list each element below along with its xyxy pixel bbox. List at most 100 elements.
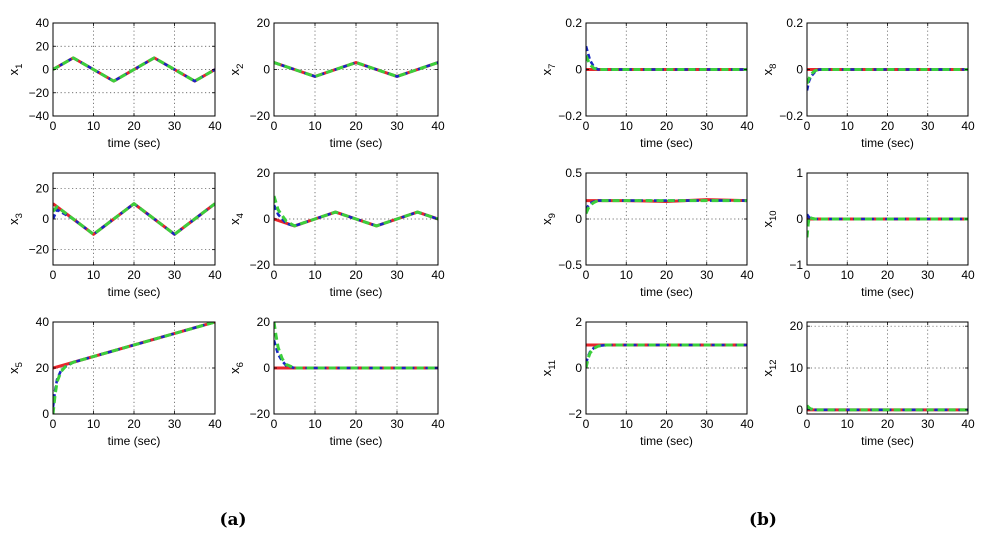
y-axis-label: x5 bbox=[6, 362, 25, 374]
y-axis-label: x4 bbox=[227, 213, 246, 225]
x-axis-label: time (sec) bbox=[330, 434, 383, 448]
series-group bbox=[586, 343, 747, 369]
series-group bbox=[586, 198, 747, 215]
x-axis-label: time (sec) bbox=[861, 136, 914, 150]
x-axis-label: time (sec) bbox=[861, 434, 914, 448]
series-line-green bbox=[807, 68, 968, 85]
x-axis-label: time (sec) bbox=[108, 136, 161, 150]
y-tick-label: 20 bbox=[36, 361, 50, 375]
y-tick-label: 40 bbox=[36, 16, 50, 30]
x-tick-label: 0 bbox=[804, 417, 811, 431]
x-axis-label: time (sec) bbox=[640, 434, 693, 448]
x-tick-label: 0 bbox=[583, 268, 590, 282]
x-tick-label: 40 bbox=[740, 417, 754, 431]
x-tick-label: 20 bbox=[881, 119, 895, 133]
x-tick-label: 0 bbox=[271, 119, 278, 133]
x-axis-label: time (sec) bbox=[640, 285, 693, 299]
x-tick-label: 40 bbox=[431, 417, 445, 431]
x-tick-label: 40 bbox=[740, 268, 754, 282]
x-tick-label: 20 bbox=[349, 119, 363, 133]
x-tick-label: 20 bbox=[660, 417, 674, 431]
x-tick-label: 10 bbox=[308, 268, 322, 282]
x-tick-label: 10 bbox=[87, 268, 101, 282]
subplot-5: 0 10 20 30 40 0 20 40 time (sec) x5 bbox=[6, 315, 222, 448]
y-axis-label: x6 bbox=[227, 362, 246, 374]
x-tick-label: 10 bbox=[620, 119, 634, 133]
x-tick-label: 30 bbox=[700, 417, 714, 431]
series-line-green bbox=[53, 56, 215, 83]
x-tick-label: 40 bbox=[431, 119, 445, 133]
x-tick-label: 20 bbox=[127, 268, 141, 282]
y-tick-label: 0 bbox=[263, 212, 270, 226]
y-tick-label: 0.2 bbox=[786, 16, 803, 30]
x-tick-label: 40 bbox=[431, 268, 445, 282]
x-tick-label: 40 bbox=[961, 417, 975, 431]
x-tick-label: 0 bbox=[804, 119, 811, 133]
y-tick-label: 0 bbox=[796, 403, 803, 417]
x-tick-label: 30 bbox=[390, 119, 404, 133]
x-axis-label: time (sec) bbox=[861, 285, 914, 299]
series-group bbox=[53, 56, 215, 83]
x-tick-label: 30 bbox=[921, 417, 935, 431]
series-line-green bbox=[274, 61, 438, 78]
x-axis-label: time (sec) bbox=[108, 434, 161, 448]
x-tick-label: 30 bbox=[921, 119, 935, 133]
y-tick-label: 0 bbox=[796, 212, 803, 226]
y-tick-label: 10 bbox=[790, 361, 804, 375]
x-tick-label: 40 bbox=[208, 119, 222, 133]
y-tick-label: −0.5 bbox=[558, 258, 582, 272]
x-tick-label: 40 bbox=[961, 119, 975, 133]
y-axis-label: x10 bbox=[760, 210, 779, 227]
x-tick-label: 30 bbox=[390, 268, 404, 282]
x-tick-label: 40 bbox=[740, 119, 754, 133]
series-line-green bbox=[274, 195, 438, 228]
y-tick-label: −0.2 bbox=[558, 109, 582, 123]
y-tick-label: 0 bbox=[575, 212, 582, 226]
x-tick-label: 0 bbox=[271, 268, 278, 282]
panel-label-b: (b) bbox=[749, 510, 777, 530]
y-tick-label: −1 bbox=[789, 258, 803, 272]
series-line-green bbox=[807, 404, 968, 412]
x-axis-label: time (sec) bbox=[108, 285, 161, 299]
x-axis-label: time (sec) bbox=[640, 136, 693, 150]
x-tick-label: 30 bbox=[390, 417, 404, 431]
y-tick-label: −20 bbox=[250, 407, 271, 421]
y-tick-label: 40 bbox=[36, 315, 50, 329]
y-tick-label: 0 bbox=[796, 63, 803, 77]
x-tick-label: 30 bbox=[700, 268, 714, 282]
y-tick-label: 0.5 bbox=[565, 166, 582, 180]
series-line-green bbox=[53, 322, 215, 414]
y-tick-label: 0 bbox=[575, 63, 582, 77]
subplot-1: 0 10 20 30 40 −40 −20 0 20 40 time (sec) x1 bbox=[6, 16, 222, 150]
y-tick-label: 0.2 bbox=[565, 16, 582, 30]
series-group bbox=[53, 202, 215, 236]
x-tick-label: 10 bbox=[308, 119, 322, 133]
y-axis-label: x7 bbox=[539, 64, 558, 76]
series-group bbox=[53, 322, 215, 414]
series-group bbox=[807, 68, 968, 91]
series-line-green bbox=[586, 343, 747, 369]
x-tick-label: 40 bbox=[961, 268, 975, 282]
y-tick-label: 20 bbox=[257, 315, 271, 329]
y-tick-label: −20 bbox=[250, 258, 271, 272]
x-tick-label: 0 bbox=[50, 417, 57, 431]
x-tick-label: 30 bbox=[168, 119, 182, 133]
series-group bbox=[274, 195, 438, 228]
x-tick-label: 20 bbox=[349, 417, 363, 431]
series-line-blue bbox=[53, 202, 215, 236]
x-tick-label: 20 bbox=[660, 119, 674, 133]
series-line-green bbox=[274, 322, 438, 370]
x-tick-label: 40 bbox=[208, 268, 222, 282]
x-tick-label: 20 bbox=[349, 268, 363, 282]
x-tick-label: 10 bbox=[308, 417, 322, 431]
x-tick-label: 10 bbox=[87, 119, 101, 133]
y-tick-label: −2 bbox=[568, 407, 582, 421]
x-tick-label: 0 bbox=[804, 268, 811, 282]
series-line-green bbox=[807, 215, 968, 238]
